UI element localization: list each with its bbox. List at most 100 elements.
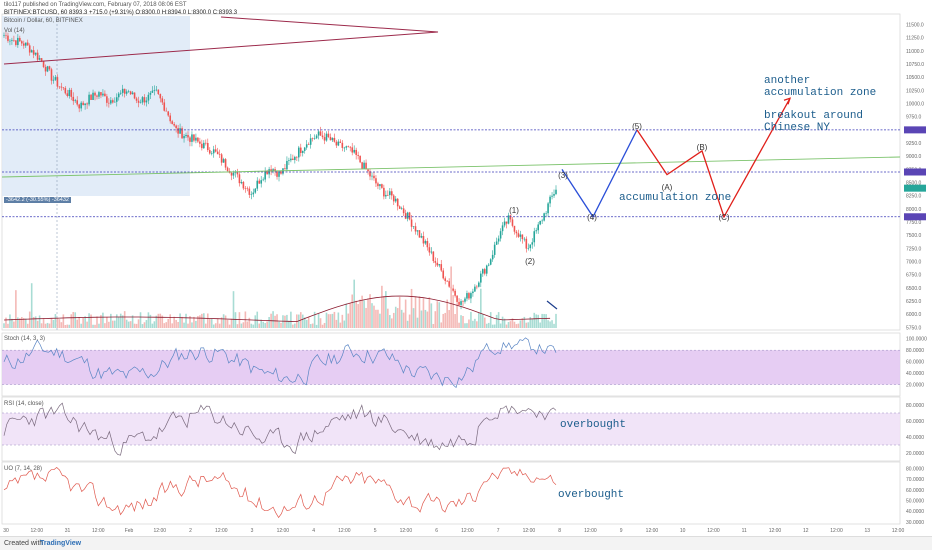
- stoch-line: [3, 337, 557, 389]
- volume-bar: [440, 322, 443, 328]
- candle-body: [171, 121, 173, 124]
- candle-body: [201, 143, 203, 149]
- volume-bar: [434, 311, 437, 328]
- candle-body: [133, 92, 136, 99]
- volume-bar: [315, 324, 318, 328]
- publish-info: tilo117 published on TradingView.com, Fe…: [4, 2, 187, 8]
- candle-body: [183, 136, 185, 139]
- candle-body: [17, 37, 19, 45]
- volume-bar: [448, 310, 450, 328]
- candle-body: [335, 141, 338, 146]
- price-tick: 9250.0: [906, 141, 922, 147]
- candle-body: [155, 89, 158, 91]
- candle-body: [21, 41, 23, 44]
- volume-bar: [381, 285, 383, 328]
- candle-body: [139, 102, 142, 104]
- volume-bar: [222, 314, 225, 328]
- volume-bar: [238, 312, 241, 328]
- candle-body: [329, 136, 332, 141]
- volume-bar: [313, 311, 316, 328]
- candle-body: [42, 60, 45, 67]
- volume-bar: [262, 321, 264, 328]
- rsi-tick: 60.0000: [906, 419, 924, 425]
- candle-body: [74, 100, 77, 102]
- tradingview-chart: (1) (2) (3) (4) (5) (A) (B) (C) 11500.0 11250.0 1…: [1, 13, 927, 534]
- volume-bar: [240, 323, 243, 328]
- stoch-tick: 60.0000: [906, 360, 924, 366]
- candle-body: [175, 125, 177, 129]
- candle-body: [353, 149, 355, 153]
- candle-body: [113, 101, 116, 103]
- price-tick: 8250.0: [906, 194, 922, 200]
- volume-bar: [32, 317, 35, 328]
- candle-body: [100, 92, 102, 96]
- volume-bar: [163, 323, 166, 328]
- candle-body: [331, 137, 334, 141]
- volume-bar: [40, 323, 43, 328]
- volume-bar: [106, 316, 108, 328]
- wave-path-correction: [636, 97, 791, 219]
- volume-bar: [13, 321, 15, 328]
- volume-bar: [58, 319, 61, 328]
- candle-body: [274, 169, 276, 172]
- volume-bar: [551, 320, 553, 328]
- candle-body: [240, 182, 243, 184]
- price-tick: 11250.0: [906, 36, 924, 42]
- candle-body: [408, 212, 411, 220]
- candle-body: [230, 172, 233, 176]
- candle-body: [58, 86, 61, 88]
- candle-body: [232, 172, 235, 176]
- candle-body: [337, 141, 340, 146]
- volume-bar: [422, 298, 425, 328]
- price-tick: 7750.0: [906, 220, 922, 226]
- candle-body: [476, 286, 478, 288]
- candle-body: [303, 147, 306, 151]
- candle-body: [44, 66, 47, 72]
- volume-bar: [481, 314, 484, 328]
- candle-body: [507, 215, 510, 224]
- candle-body: [294, 156, 296, 160]
- volume-bar: [36, 320, 39, 328]
- candle-body: [108, 102, 110, 104]
- wave-label: (4): [587, 213, 597, 222]
- candle-body: [244, 188, 247, 190]
- volume-bar: [133, 323, 136, 328]
- last-price-tag: [904, 184, 926, 192]
- candle-body: [402, 208, 405, 214]
- candle-body: [521, 234, 524, 240]
- wave-label: (C): [718, 213, 729, 222]
- candle-body: [46, 66, 49, 72]
- volume-bar: [70, 314, 73, 328]
- volume-bar: [539, 322, 541, 328]
- volume-bar: [523, 316, 526, 328]
- wave-path-impulse: [561, 129, 638, 219]
- volume-bar: [129, 321, 132, 328]
- volume-bar: [503, 318, 506, 328]
- candle-body: [416, 230, 419, 232]
- time-tick: 12:00: [584, 528, 597, 534]
- volume-bar: [497, 312, 500, 328]
- volume-bar: [450, 266, 452, 328]
- volume-bar: [398, 297, 401, 328]
- time-tick: 5: [374, 528, 377, 534]
- candle-body: [541, 220, 543, 222]
- volume-bar: [205, 323, 207, 328]
- candle-body: [68, 89, 71, 97]
- candle-body: [292, 158, 294, 160]
- candle-body: [323, 137, 326, 141]
- volume-bar: [402, 312, 405, 328]
- footer-tradingview-link[interactable]: TradingView: [40, 540, 82, 547]
- candle-body: [32, 50, 35, 55]
- time-tick: 2: [189, 528, 192, 534]
- volume-bar: [361, 295, 363, 328]
- volume-bar: [282, 315, 284, 328]
- candle-body: [262, 179, 264, 181]
- candle-body: [527, 248, 530, 249]
- volume-bar: [420, 310, 423, 328]
- candle-body: [189, 137, 191, 142]
- price-tick: 11000.0: [906, 49, 924, 55]
- wave-label: (1): [509, 206, 519, 215]
- candle-body: [236, 172, 239, 175]
- level-price-tag: [904, 213, 926, 221]
- volume-bar: [305, 319, 308, 328]
